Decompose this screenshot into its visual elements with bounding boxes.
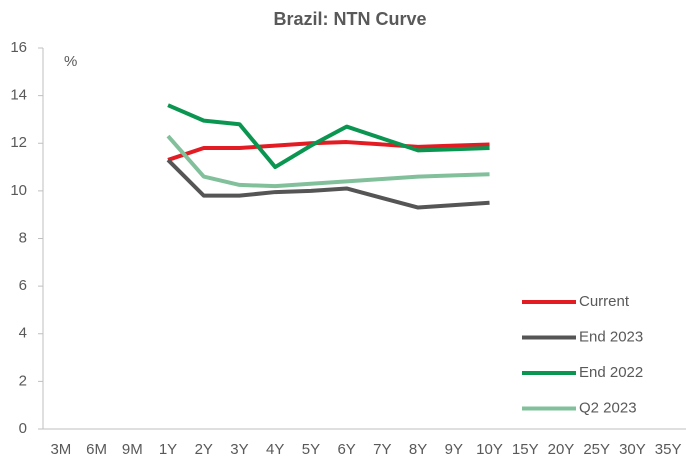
legend-label: End 2023	[579, 328, 643, 345]
y-tick-label: 16	[10, 39, 27, 56]
y-tick-label: 12	[10, 134, 27, 151]
series-line	[167, 103, 490, 170]
y-tick-label: 2	[19, 372, 27, 389]
series-line	[166, 134, 490, 189]
x-tick-label: 5Y	[302, 441, 320, 458]
chart-title: Brazil: NTN Curve	[273, 9, 426, 29]
x-tick-label: 6M	[86, 441, 107, 458]
x-tick-label: 4Y	[266, 441, 284, 458]
y-tick-label: 6	[19, 277, 27, 294]
x-tick-label: 6Y	[337, 441, 355, 458]
x-tick-label: 7Y	[373, 441, 391, 458]
y-unit-label: %	[64, 53, 77, 70]
y-tick-label: 0	[19, 420, 27, 437]
x-tick-label: 20Y	[548, 441, 575, 458]
x-tick-label: 30Y	[619, 441, 646, 458]
series-line	[167, 140, 490, 162]
x-tick-label: 2Y	[195, 441, 213, 458]
y-tick-label: 8	[19, 229, 27, 246]
x-tick-label: 10Y	[476, 441, 503, 458]
y-tick-label: 14	[10, 87, 27, 104]
x-tick-label: 9M	[122, 441, 143, 458]
x-tick-label: 3M	[50, 441, 71, 458]
x-tick-label: 15Y	[512, 441, 539, 458]
y-tick-label: 4	[19, 325, 27, 342]
legend-label: Current	[579, 293, 630, 310]
x-tick-label: 25Y	[583, 441, 610, 458]
legend-label: Q2 2023	[579, 399, 637, 416]
x-tick-label: 35Y	[655, 441, 682, 458]
legend-label: End 2022	[579, 364, 643, 381]
y-tick-label: 10	[10, 182, 27, 199]
x-tick-label: 9Y	[445, 441, 463, 458]
series-line	[166, 158, 490, 210]
x-tick-label: 8Y	[409, 441, 427, 458]
x-tick-label: 1Y	[159, 441, 177, 458]
x-tick-label: 3Y	[230, 441, 248, 458]
